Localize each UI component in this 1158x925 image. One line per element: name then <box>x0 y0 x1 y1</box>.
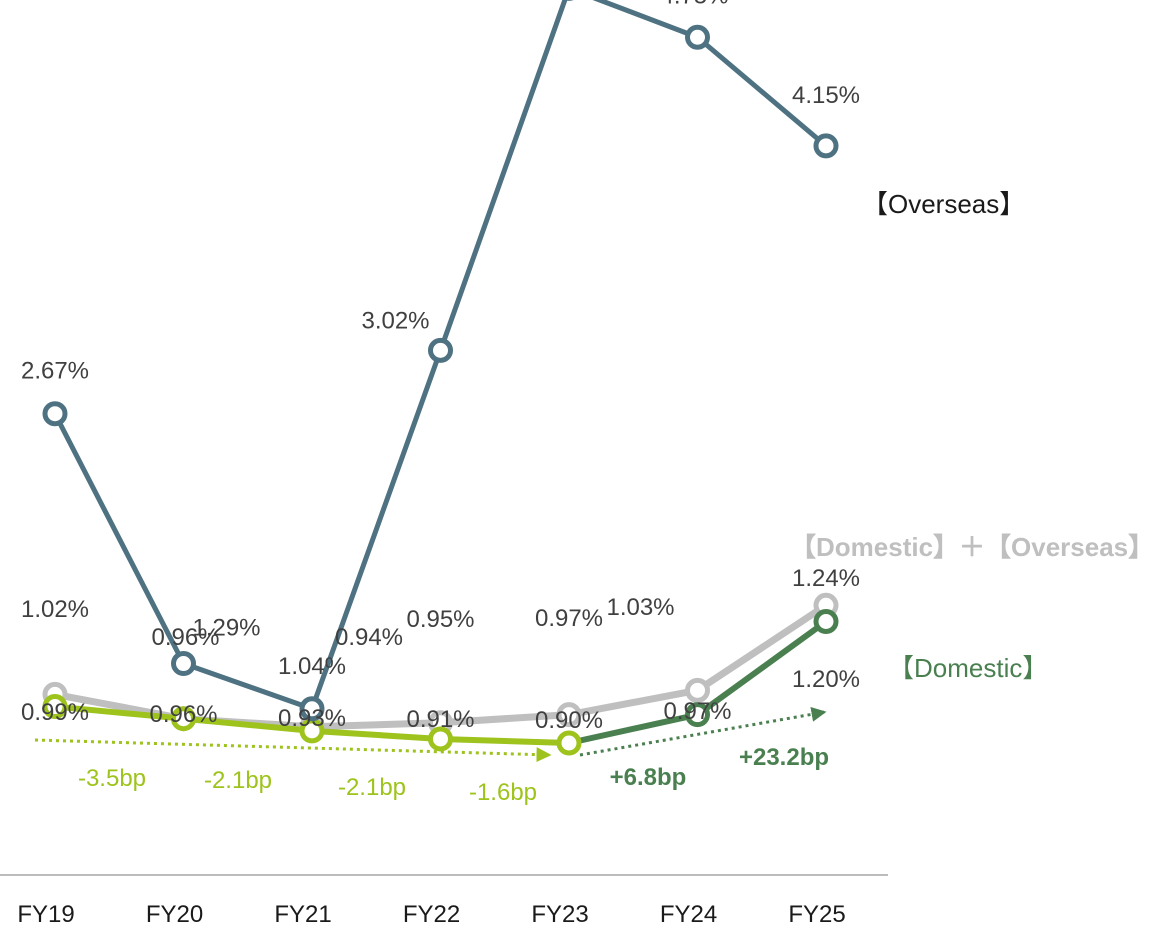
series-label-domestic: 【Domestic】 <box>888 653 1048 683</box>
increase-bp-label-1: +6.8bp <box>610 764 687 791</box>
domestic-label-fy25: 1.20% <box>792 666 860 693</box>
x-tick-label-fy25: FY25 <box>788 901 845 925</box>
overseas-label-fy24: 4.75% <box>660 0 728 9</box>
total-line-segment-4 <box>437 711 573 727</box>
domestic-line-segment-2 <box>180 715 315 734</box>
x-tick-label-fy23: FY23 <box>531 901 588 925</box>
domestic-point-fy22 <box>428 726 453 752</box>
total-line-segment-6 <box>694 601 830 694</box>
domestic-line-segment-1 <box>52 703 187 722</box>
overseas-point-fy20 <box>171 651 196 677</box>
total-label-fy20: 0.96% <box>151 624 219 651</box>
overseas-line-segment-3 <box>309 347 443 712</box>
domestic-point-fy23 <box>556 730 582 756</box>
domestic-point-fy19 <box>42 694 68 720</box>
domestic-label-fy20: 0.96% <box>149 701 217 728</box>
total-label-fy25: 1.24% <box>792 565 860 592</box>
decline-bp-label-1: -3.5bp <box>78 765 146 792</box>
domestic-line-segment-6 <box>694 618 829 718</box>
overseas-label-fy19: 2.67% <box>21 358 89 385</box>
overseas-line-segment-6 <box>695 34 829 149</box>
total-label-fy19: 1.02% <box>21 596 89 623</box>
overseas-line-segment-4 <box>438 0 568 353</box>
overseas-label-fy21: 1.04% <box>278 653 346 680</box>
domestic-line-segment-4 <box>437 735 572 746</box>
x-tick-label-fy20: FY20 <box>146 901 203 925</box>
overseas-label-fy20: 1.29% <box>192 615 260 642</box>
total-label-fy24: 1.03% <box>606 594 674 621</box>
x-tick-label-fy24: FY24 <box>660 901 717 925</box>
decline-bp-label-3: -2.1bp <box>338 774 406 801</box>
domestic-point-fy25 <box>813 609 839 634</box>
domestic-label-fy19: 0.99% <box>21 699 89 726</box>
decline-trend-arrow <box>34 738 552 763</box>
x-tick-label-fy19: FY19 <box>17 901 74 925</box>
total-point-fy24 <box>685 677 710 703</box>
overseas-label-fy22: 3.02% <box>361 307 429 334</box>
domestic-point-fy20 <box>171 706 196 732</box>
domestic-point-fy24 <box>685 702 710 728</box>
domestic-label-fy22: 0.91% <box>406 706 474 733</box>
total-line-segment-3 <box>308 719 444 731</box>
series-label-overseas: 【Overseas】 <box>862 189 1025 219</box>
x-tick-label-fy21: FY21 <box>274 901 331 925</box>
total-label-fy23: 0.97% <box>535 605 603 632</box>
overseas-line-segment-2 <box>181 661 315 712</box>
total-label-fy21: 0.94% <box>335 624 403 651</box>
series-label-total: 【Domestic】＋【Overseas】 <box>790 532 1154 562</box>
total-line-segment-5 <box>565 686 701 719</box>
domestic-line-segment-5 <box>566 711 701 746</box>
overseas-point-fy21 <box>299 696 325 722</box>
overseas-label-fy25: 4.15% <box>792 82 860 109</box>
domestic-label-fy21: 0.93% <box>278 705 346 732</box>
increase-bp-label-2: +23.2bp <box>739 744 829 771</box>
total-label-fy22: 0.95% <box>406 606 474 633</box>
decline-bp-label-4: -1.6bp <box>469 779 537 806</box>
overseas-point-fy25 <box>813 133 839 159</box>
domestic-line-segment-3 <box>309 727 444 742</box>
overseas-point-fy24 <box>685 24 710 50</box>
overseas-point-fy19 <box>42 401 68 427</box>
overseas-point-fy22 <box>428 337 453 363</box>
total-point-fy23 <box>556 702 582 728</box>
decline-bp-label-2: -2.1bp <box>204 767 272 794</box>
overseas-line-segment-5 <box>592 0 700 40</box>
overseas-line-segment-1 <box>52 411 186 667</box>
domestic-label-fy23: 0.90% <box>535 707 603 734</box>
x-tick-label-fy22: FY22 <box>403 901 460 925</box>
domestic-label-fy24: 0.97% <box>663 698 731 725</box>
